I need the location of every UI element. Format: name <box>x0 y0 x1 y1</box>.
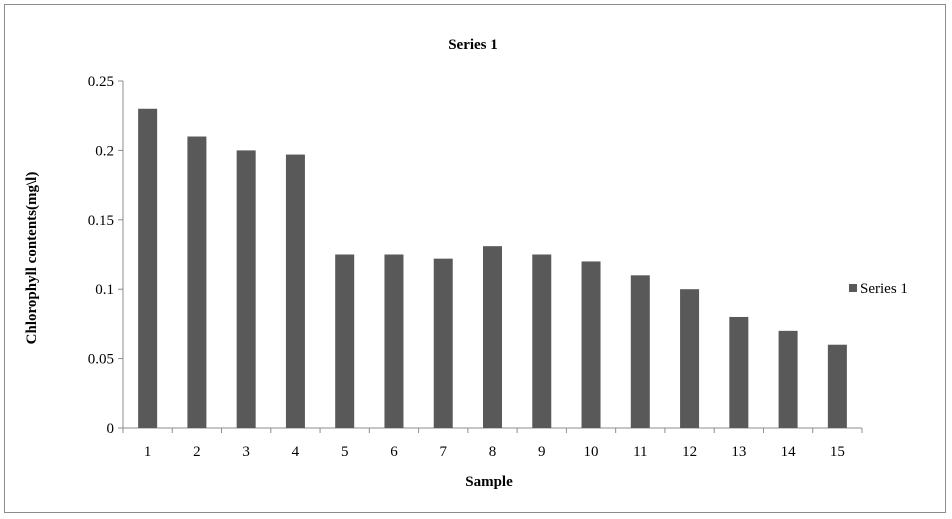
bar <box>483 246 502 428</box>
bar <box>778 330 798 428</box>
bar <box>827 344 847 428</box>
bar <box>335 254 355 428</box>
x-tick-label: 9 <box>538 444 546 460</box>
x-tick-label: 1 <box>144 444 152 460</box>
bar <box>187 136 207 428</box>
bar <box>138 108 158 428</box>
x-tick-label: 13 <box>731 444 746 460</box>
y-tick-label: 0.15 <box>88 213 114 229</box>
legend: Series 1 <box>849 281 908 297</box>
legend-label: Series 1 <box>860 281 908 297</box>
plot-area: 00.050.10.150.20.251 2 3 4 5 6 7 8 9 10 11 12 13 14 15 <box>88 74 863 460</box>
bar <box>532 254 552 428</box>
x-axis-title: Sample <box>465 474 513 490</box>
x-tick-label: 14 <box>781 444 797 460</box>
bar <box>236 150 256 428</box>
bar <box>433 258 453 428</box>
bar <box>630 275 650 428</box>
x-tick-label: 6 <box>390 444 398 460</box>
y-tick-label: 0.1 <box>95 282 114 298</box>
x-tick-label: 5 <box>341 444 349 460</box>
bar <box>581 261 601 428</box>
x-tick-label: 8 <box>489 444 497 460</box>
x-tick-label: 12 <box>682 444 697 460</box>
bar <box>285 154 305 428</box>
y-tick-label: 0.25 <box>88 74 114 90</box>
x-tick-label: 10 <box>584 444 599 460</box>
bar <box>384 254 404 428</box>
bar <box>729 316 749 428</box>
x-tick-label: 3 <box>242 444 250 460</box>
legend-swatch <box>849 284 857 292</box>
y-axis-title: Chlorophyll contents(mg\l) <box>24 172 40 345</box>
chart-title: Series 1 <box>448 37 498 53</box>
x-tick-label: 11 <box>633 444 647 460</box>
x-tick-label: 7 <box>439 444 447 460</box>
bar <box>680 289 700 428</box>
x-tick-label: 4 <box>292 444 300 460</box>
y-tick-label: 0 <box>107 421 115 437</box>
x-tick-label: 2 <box>193 444 201 460</box>
x-tick-label: 15 <box>830 444 845 460</box>
y-tick-label: 0.05 <box>88 352 114 368</box>
y-tick-label: 0.2 <box>95 143 114 159</box>
